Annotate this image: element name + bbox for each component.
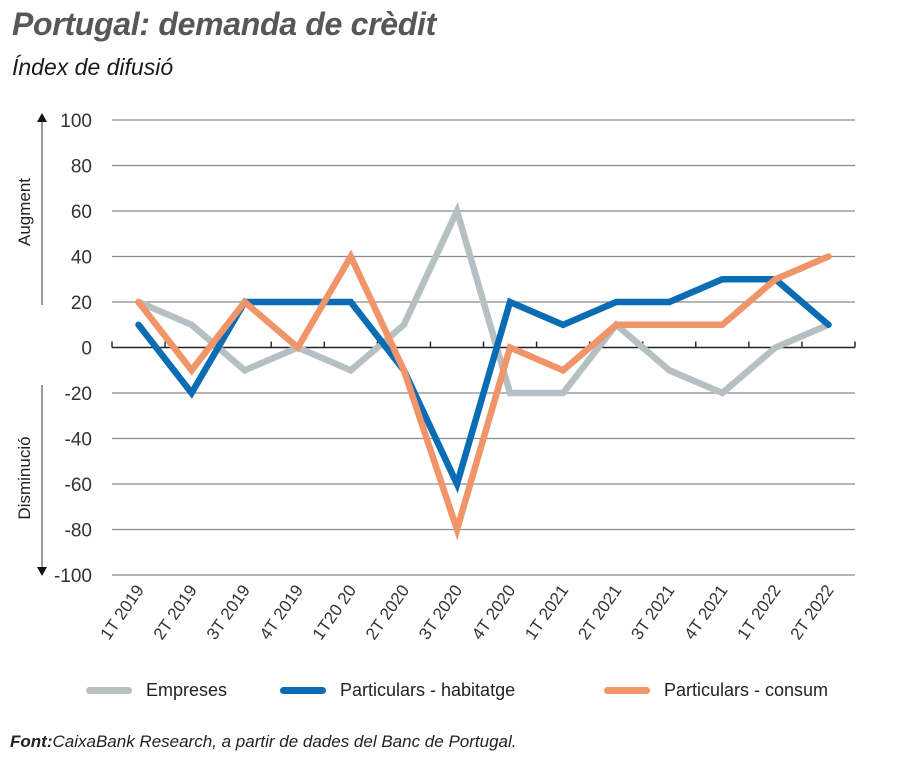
legend-swatch-consum (604, 687, 650, 694)
y-tick-label: 0 (81, 339, 92, 360)
y-tick-label: -80 (65, 521, 92, 542)
x-tick-label: 4T 2021 (680, 581, 731, 643)
y-tick-label: 40 (71, 248, 92, 269)
x-axis-tick-labels: 1T 2019 2T 2019 3T 2019 4T 2019 1T20 20 2T 20… (97, 581, 838, 643)
y-tick-label: 60 (71, 202, 92, 223)
x-tick-label: 3T 2020 (415, 581, 466, 643)
legend-item-habitatge: Particulars - habitatge (280, 680, 515, 701)
y-tick-label: 80 (71, 157, 92, 178)
x-tick-label: 2T 2019 (150, 581, 201, 643)
legend-label: Particulars - consum (664, 680, 829, 700)
x-tick-label: 2T 2021 (574, 581, 625, 643)
legend-label: Empreses (146, 680, 228, 700)
x-tick-label: 3T 2019 (203, 581, 254, 643)
x-tick-label: 1T 2022 (733, 581, 784, 643)
x-tick-label: 4T 2019 (256, 581, 307, 643)
x-tick-label: 4T 2020 (468, 581, 519, 643)
x-tick-label: 3T 2021 (627, 581, 678, 643)
source-text: CaixaBank Research, a partir de dades de… (52, 732, 517, 751)
series-lines (135, 201, 832, 541)
up-arrow-icon (37, 113, 47, 122)
y-tick-label: -20 (65, 384, 92, 405)
x-tick-label: 2T 2020 (362, 581, 413, 643)
y-tick-label: -40 (65, 430, 92, 451)
x-tick-label: 2T 2022 (787, 581, 838, 643)
legend-label: Particulars - habitatge (340, 680, 516, 700)
series-line-empreses (135, 201, 832, 397)
source-label: Font: (10, 732, 53, 751)
y-tick-label: -60 (65, 475, 92, 496)
series-line-consum (135, 249, 832, 541)
y-tick-label: -100 (54, 566, 92, 587)
y-axis-label-disminucio: Disminució (15, 436, 34, 519)
legend-item-empreses: Empreses (86, 680, 227, 701)
y-axis-direction-labels: Augment Disminució (15, 113, 47, 576)
y-axis-label-augment: Augment (15, 178, 34, 246)
y-tick-label: 100 (60, 111, 92, 132)
y-axis-tick-labels: 100 80 60 40 20 0 -20 -40 -60 -80 -100 (54, 111, 92, 587)
down-arrow-icon (37, 567, 47, 576)
x-tick-label: 1T 2019 (97, 581, 148, 643)
source-note: Font:CaixaBank Research, a partir de dad… (10, 732, 516, 752)
chart-title: Portugal: demanda de crèdit (12, 6, 436, 42)
y-tick-label: 20 (71, 293, 92, 314)
legend-item-consum: Particulars - consum (604, 680, 828, 701)
series-line-habitatge (135, 276, 832, 494)
legend: Empreses Particulars - habitatge Particu… (0, 680, 900, 704)
chart-subtitle: Índex de difusió (12, 54, 174, 80)
legend-swatch-habitatge (280, 687, 326, 694)
x-tick-label: 1T20 20 (309, 581, 360, 643)
legend-swatch-empreses (86, 687, 132, 694)
x-tick-label: 1T 2021 (521, 581, 572, 643)
